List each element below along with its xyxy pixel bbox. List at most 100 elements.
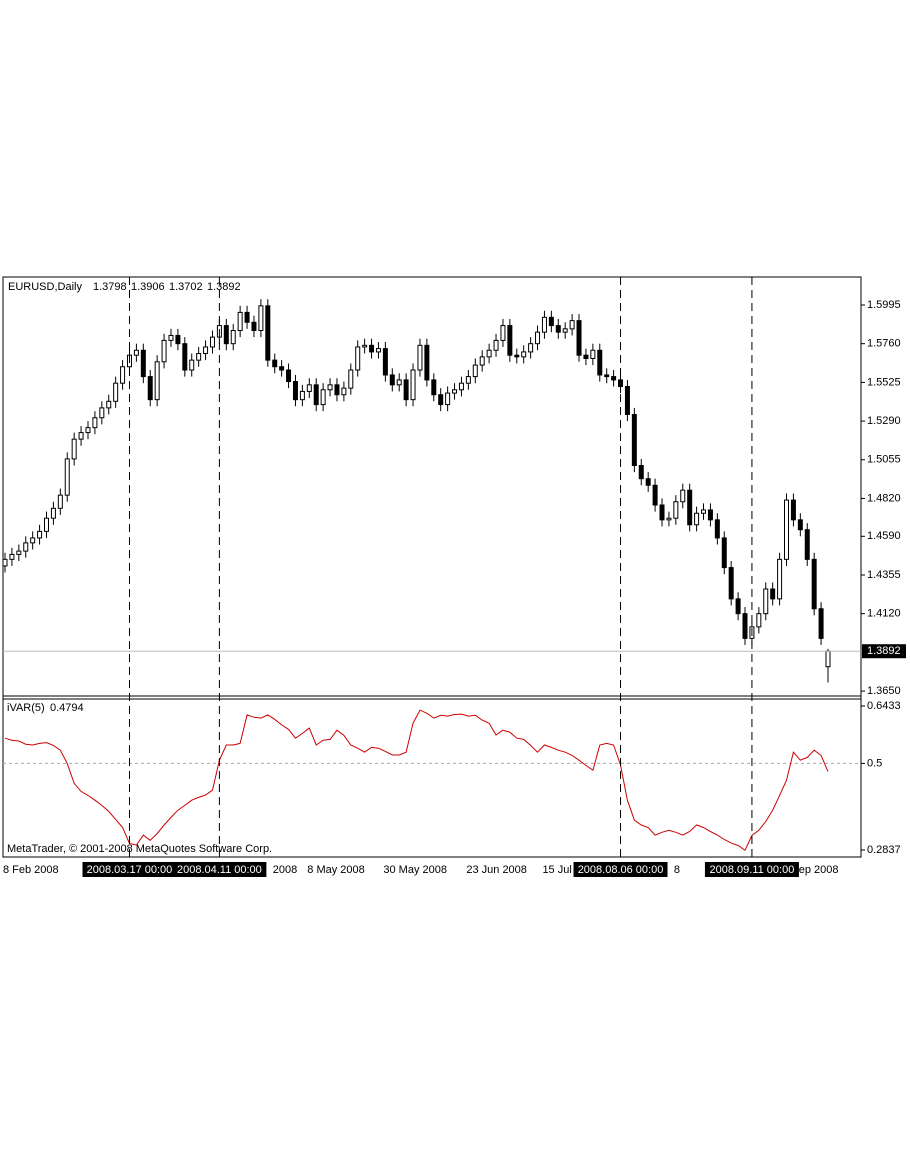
candle-body	[37, 530, 43, 539]
y-tick-label: 0.2837	[867, 844, 901, 856]
header-high: 1.3906	[131, 281, 165, 293]
candle-body	[514, 354, 520, 358]
x-tick-label: 8 May 2008	[307, 864, 364, 876]
candle-body	[265, 305, 271, 361]
candle-body	[341, 387, 347, 396]
candle-body	[707, 509, 713, 521]
candle-body	[652, 484, 658, 506]
candle-body	[472, 364, 478, 378]
candle-body	[120, 366, 126, 384]
candle-body	[797, 519, 803, 531]
header-low: 1.3702	[169, 281, 203, 293]
candle-body	[583, 354, 589, 359]
candle-body	[452, 389, 458, 394]
candle-body	[279, 366, 285, 371]
candle-body	[175, 334, 181, 345]
candle-body	[85, 427, 91, 434]
candle-body	[168, 334, 174, 341]
indicator-line	[4, 709, 829, 852]
candle-body	[631, 413, 637, 467]
candle-body	[140, 349, 146, 378]
candle-body	[203, 346, 209, 355]
candle-body	[687, 489, 693, 526]
candle-body	[624, 385, 630, 415]
candle-body	[569, 320, 575, 330]
candle-body	[714, 519, 720, 539]
candle-body	[811, 558, 817, 610]
candle-body	[535, 331, 541, 345]
x-marker-label: 2008.03.17 00:00	[87, 864, 173, 876]
candle-body	[777, 558, 783, 600]
y-tick-label: 1.5760	[867, 338, 901, 350]
y-tick-label: 1.5525	[867, 376, 901, 388]
x-tick-label: 30 May 2008	[383, 864, 447, 876]
candle-body	[742, 613, 748, 639]
candle-body	[64, 458, 70, 496]
candle-body	[272, 359, 278, 368]
x-tick-label: 8 Feb 2008	[3, 864, 59, 876]
candle-body	[493, 339, 499, 351]
candle-body	[348, 369, 354, 389]
x-tick-label: 23 Jun 2008	[466, 864, 527, 876]
candle-body	[804, 529, 810, 560]
candle-body	[521, 351, 527, 358]
candle-body	[92, 417, 98, 429]
candle-body	[548, 316, 554, 327]
header-close: 1.3892	[207, 281, 241, 293]
candle-body	[445, 392, 451, 406]
candle-body	[9, 553, 15, 560]
candle-body	[16, 550, 22, 555]
candle-body	[71, 438, 77, 460]
candle-body	[562, 328, 568, 333]
candle-body	[763, 588, 769, 615]
candle-body	[147, 376, 153, 401]
footer: MetaTrader, © 2001-2008 MetaQuotes Softw…	[7, 843, 272, 855]
candle-body	[355, 346, 361, 371]
x-tick-label: 8	[674, 864, 680, 876]
candle-body	[680, 489, 686, 503]
candle-body	[701, 509, 707, 514]
y-tick-label: 1.5055	[867, 454, 901, 466]
candle-body	[375, 348, 381, 353]
chart-frame	[2, 276, 862, 858]
x-marker-label: 2008.04.11 00:00	[177, 864, 262, 876]
y-tick-label: 1.5995	[867, 299, 901, 311]
y-tick-label: 0.6433	[867, 700, 901, 712]
candle-body	[244, 311, 250, 323]
current-price-label: 1.3892	[867, 645, 901, 657]
candle-body	[818, 608, 824, 639]
candle-body	[597, 349, 603, 376]
candle-body	[292, 381, 298, 401]
candle-body	[756, 613, 762, 628]
candle-body	[189, 359, 195, 371]
candle-body	[23, 542, 29, 552]
candle-body	[458, 382, 464, 391]
candle-body	[258, 305, 264, 332]
candle-body	[133, 349, 139, 356]
candle-body	[334, 384, 340, 396]
y-tick-label: 1.4590	[867, 530, 901, 542]
candle-body	[362, 344, 368, 348]
candle-body	[666, 517, 672, 521]
candle-body	[223, 325, 229, 345]
y-tick-label: 1.4820	[867, 492, 901, 504]
chart-title: EURUSD,Daily	[8, 281, 82, 293]
candle-body	[237, 311, 243, 332]
x-marker-box	[82, 862, 177, 877]
candle-body	[673, 501, 679, 519]
candle-body	[154, 361, 160, 401]
candle-body	[555, 325, 561, 333]
candle-body	[369, 344, 375, 353]
candle-body	[438, 394, 444, 406]
candle-body	[251, 321, 257, 332]
candle-body	[590, 349, 596, 359]
candle-body	[396, 379, 402, 386]
candle-body	[320, 389, 326, 406]
candle-body	[528, 343, 534, 353]
candle-body	[106, 400, 112, 409]
candle-body	[43, 517, 49, 532]
candle-body	[57, 494, 63, 509]
candle-body	[2, 558, 8, 567]
candle-body	[306, 384, 312, 392]
